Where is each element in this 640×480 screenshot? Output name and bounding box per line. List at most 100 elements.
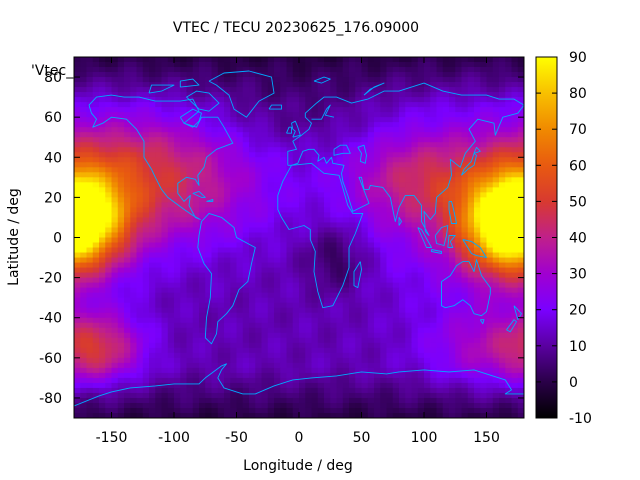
heatmap-cell [180,297,188,304]
heatmap-cell [249,122,256,128]
heatmap-cell [267,337,275,344]
heatmap-cell [330,232,338,239]
heatmap-cell [267,117,275,123]
heatmap-cell [467,242,475,249]
heatmap-cell [324,227,331,234]
heatmap-cell [274,242,281,249]
heatmap-cell [411,317,419,324]
heatmap-cell [199,87,206,93]
heatmap-cell [499,62,506,68]
heatmap-cell [436,262,444,269]
heatmap-cell [174,367,181,374]
heatmap-cell [161,132,169,138]
heatmap-cell [480,192,488,198]
heatmap-cell [299,67,306,73]
heatmap-cell [424,297,431,304]
heatmap-cell [517,272,524,279]
heatmap-cell [86,187,94,193]
heatmap-cell [217,127,225,133]
heatmap-cell [267,232,275,239]
heatmap-cell [336,132,344,138]
heatmap-cell [199,62,206,68]
heatmap-cell [242,307,250,314]
heatmap-cell [367,117,375,123]
heatmap-cell [492,97,500,103]
heatmap-cell [186,247,194,254]
heatmap-cell [349,282,356,289]
heatmap-cell [424,87,431,93]
heatmap-cell [80,227,88,234]
heatmap-cell [492,112,500,118]
heatmap-cell [124,367,131,374]
heatmap-cell [399,82,406,88]
heatmap-cell [92,267,100,274]
heatmap-cell [124,327,131,334]
heatmap-cell [130,77,138,83]
heatmap-cell [392,352,400,359]
heatmap-cell [499,372,506,379]
heatmap-cell [299,252,306,259]
heatmap-cell [217,397,225,404]
heatmap-cell [486,92,494,98]
heatmap-cell [142,297,150,304]
heatmap-cell [430,357,438,364]
heatmap-cell [142,62,150,68]
heatmap-cell [167,262,175,269]
heatmap-cell [386,137,394,143]
heatmap-cell [149,287,156,294]
heatmap-cell [136,72,144,78]
heatmap-cell [455,297,463,304]
heatmap-cell [80,122,88,128]
heatmap-cell [92,367,100,374]
heatmap-cell [361,107,369,113]
heatmap-cell [299,272,306,279]
heatmap-cell [361,242,369,249]
heatmap-cell [111,267,119,274]
heatmap-cell [330,132,338,138]
heatmap-cell [517,212,524,219]
heatmap-cell [442,82,450,88]
heatmap-cell [205,247,213,254]
heatmap-cell [249,242,256,249]
heatmap-cell [355,202,363,209]
heatmap-cell [405,237,413,244]
heatmap-cell [442,57,450,63]
heatmap-cell [417,97,425,103]
heatmap-cell [399,192,406,198]
heatmap-cell [511,377,519,384]
heatmap-cell [280,167,288,173]
heatmap-cell [486,337,494,344]
heatmap-cell [242,162,250,168]
heatmap-cell [186,222,194,229]
heatmap-cell [505,282,513,289]
heatmap-cell [136,202,144,209]
heatmap-cell [442,137,450,143]
heatmap-cell [267,357,275,364]
heatmap-cell [511,132,519,138]
heatmap-cell [374,202,381,209]
heatmap-cell [380,187,388,193]
heatmap-cell [99,332,106,339]
heatmap-cell [474,87,481,93]
heatmap-cell [505,317,513,324]
heatmap-cell [155,257,163,264]
heatmap-cell [199,392,206,399]
heatmap-cell [411,377,419,384]
heatmap-cell [449,162,456,168]
heatmap-cell [186,392,194,399]
heatmap-cell [211,247,219,254]
heatmap-cell [99,347,106,354]
heatmap-cell [486,372,494,379]
heatmap-cell [111,57,119,63]
heatmap-cell [517,392,524,399]
heatmap-cell [149,127,156,133]
heatmap-cell [330,377,338,384]
heatmap-cell [505,72,513,78]
heatmap-cell [267,372,275,379]
heatmap-cell [117,122,125,128]
heatmap-cell [111,167,119,173]
heatmap-cell [142,112,150,118]
heatmap-cell [242,382,250,389]
heatmap-cell [336,247,344,254]
heatmap-cell [330,167,338,173]
